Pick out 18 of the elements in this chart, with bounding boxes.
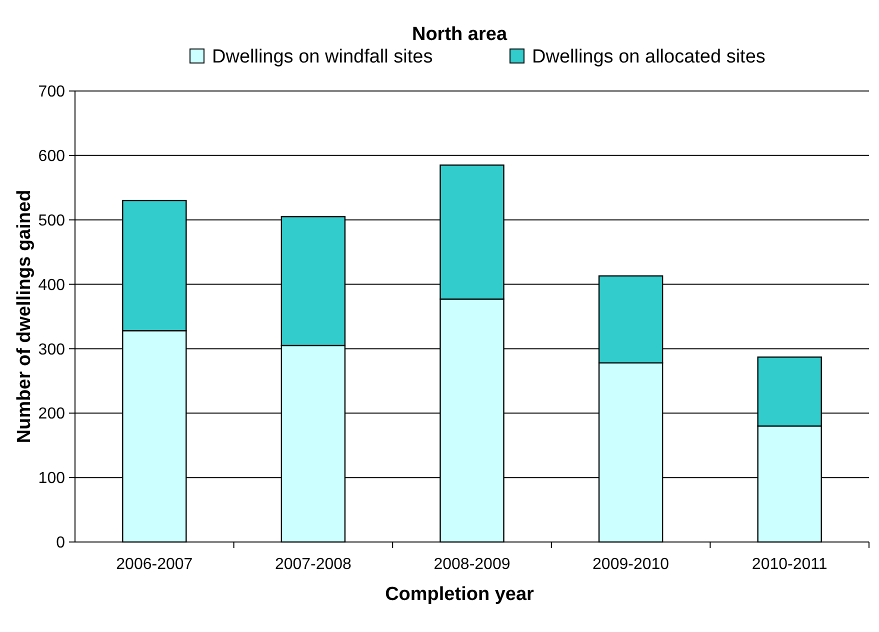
y-tick-label: 300 (38, 341, 66, 358)
legend-label: Dwellings on windfall sites (212, 46, 433, 68)
x-tick-label: 2009-2010 (592, 556, 670, 573)
y-tick-label: 0 (56, 534, 66, 552)
y-tick-label: 500 (38, 212, 66, 230)
x-tick-label: 2010-2011 (752, 556, 828, 573)
x-axis-title: Completion year (385, 584, 535, 605)
y-tick-label: 200 (38, 406, 66, 423)
y-tick-label: 700 (38, 84, 66, 101)
chart-title: North area (412, 24, 508, 45)
y-axis-title: Number of dwellings gained (14, 190, 35, 444)
y-tick-label: 600 (38, 148, 66, 166)
y-tick-label: 100 (38, 470, 66, 488)
y-tick-label: 400 (38, 276, 66, 294)
legend-label: Dwellings on allocated sites (532, 46, 766, 68)
x-tick-label: 2007-2008 (274, 556, 352, 573)
x-tick-label: 2008-2009 (434, 556, 510, 573)
x-tick-label: 2006-2007 (116, 556, 193, 573)
